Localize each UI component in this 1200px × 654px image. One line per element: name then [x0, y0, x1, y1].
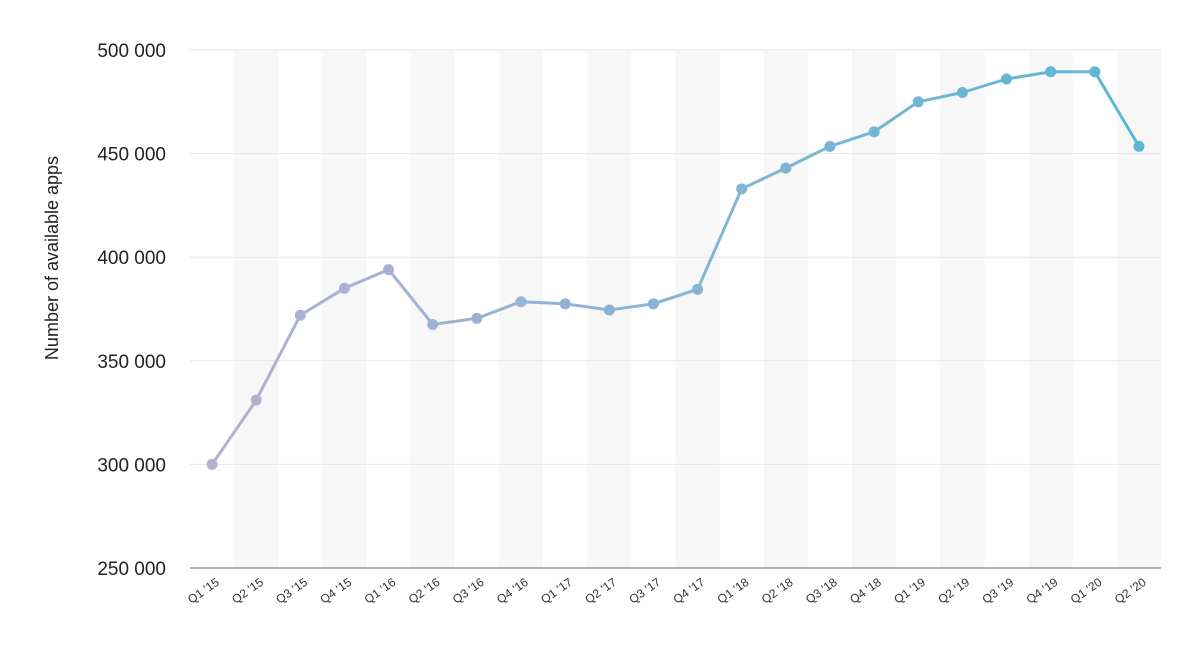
data-point	[338, 282, 350, 294]
x-tick-label: Q4 '18	[847, 575, 884, 607]
data-point	[206, 458, 218, 470]
column-band	[1116, 50, 1161, 568]
data-point	[427, 319, 439, 331]
x-tick-label: Q2 '20	[1112, 575, 1149, 607]
column-band	[940, 50, 985, 568]
data-point	[956, 86, 968, 98]
data-point	[1133, 140, 1145, 152]
x-axis-ticks: Q1 '15 Q2 '15 Q3 '15 Q4 '15 Q1 '16 Q2 '16 Q3 '…	[185, 575, 1149, 607]
y-tick-label: 400 000	[97, 248, 166, 269]
data-point	[515, 296, 527, 308]
x-tick-label: Q1 '18	[715, 575, 752, 607]
data-point	[780, 162, 792, 174]
x-tick-label: Q1 '16	[362, 575, 399, 607]
column-band	[1028, 50, 1073, 568]
y-axis-ticks: 250 000 300 000 350 000 400 000 450 000 500 0…	[97, 41, 166, 580]
data-point	[868, 126, 880, 138]
data-point	[1089, 66, 1101, 78]
y-tick-label: 500 000	[97, 41, 166, 62]
x-tick-label: Q1 '17	[538, 575, 575, 607]
y-tick-label: 250 000	[97, 559, 166, 580]
y-tick-label: 350 000	[97, 352, 166, 373]
series-points	[206, 66, 1145, 470]
data-point	[471, 312, 483, 324]
x-tick-label: Q4 '17	[671, 575, 708, 607]
x-tick-label: Q3 '18	[803, 575, 840, 607]
x-tick-label: Q3 '15	[273, 575, 310, 607]
column-band	[322, 50, 367, 568]
series-line	[210, 70, 1141, 466]
data-point	[250, 394, 262, 406]
x-tick-label: Q2 '15	[229, 575, 266, 607]
column-band	[498, 50, 544, 568]
x-tick-label: Q4 '15	[318, 575, 355, 607]
data-point	[647, 298, 659, 310]
data-point	[603, 304, 615, 316]
data-point	[1045, 66, 1057, 78]
column-band	[675, 50, 720, 568]
data-point	[692, 283, 704, 295]
y-axis-label: Number of available apps	[42, 156, 62, 360]
data-point	[294, 309, 306, 321]
x-tick-label: Q4 '16	[494, 575, 531, 607]
x-tick-label: Q1 '15	[185, 575, 222, 607]
y-tick-label: 300 000	[97, 455, 166, 476]
x-tick-label: Q2 '19	[935, 575, 972, 607]
x-tick-label: Q3 '19	[980, 575, 1017, 607]
column-band	[763, 50, 808, 568]
x-tick-label: Q2 '16	[406, 575, 443, 607]
data-point	[912, 96, 924, 108]
y-tick-label: 450 000	[97, 145, 166, 166]
data-point	[736, 183, 748, 195]
column-band	[234, 50, 279, 568]
data-point	[559, 298, 571, 310]
data-point	[383, 264, 395, 276]
x-tick-label: Q1 '20	[1068, 575, 1105, 607]
column-bands	[234, 50, 1161, 568]
x-tick-label: Q1 '19	[891, 575, 928, 607]
x-tick-label: Q2 '17	[582, 575, 619, 607]
x-tick-label: Q4 '19	[1024, 575, 1061, 607]
data-point	[824, 140, 836, 152]
x-tick-label: Q3 '16	[450, 575, 487, 607]
x-tick-label: Q2 '18	[759, 575, 796, 607]
column-band	[410, 50, 455, 568]
gridlines	[190, 49, 1161, 569]
x-tick-label: Q3 '17	[626, 575, 663, 607]
data-point	[1001, 73, 1013, 85]
